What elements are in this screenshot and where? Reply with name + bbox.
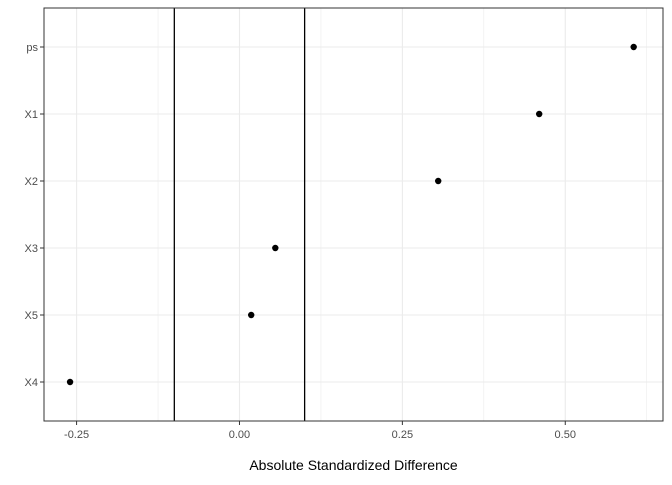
data-point-x3 bbox=[272, 244, 279, 252]
reference-lines bbox=[173, 8, 306, 421]
data-point-x2 bbox=[435, 177, 442, 185]
y-tick-label: X3 bbox=[25, 243, 38, 255]
data-point-x4 bbox=[66, 378, 74, 386]
y-tick-label: X5 bbox=[25, 310, 38, 322]
panel-border bbox=[43, 7, 664, 422]
data-point-ps bbox=[630, 43, 637, 51]
x-tick-label: 0.50 bbox=[555, 429, 576, 441]
x-axis-title: Absolute Standardized Difference bbox=[249, 457, 458, 473]
x-tick-label: 0.00 bbox=[229, 429, 250, 441]
y-tick-label: X1 bbox=[25, 109, 38, 121]
x-axis: -0.25 0.00 0.25 0.50 bbox=[64, 421, 576, 441]
points-layer bbox=[66, 43, 637, 386]
grid-layer bbox=[44, 8, 663, 421]
y-tick-label: X2 bbox=[25, 176, 38, 188]
y-tick-label: ps bbox=[26, 42, 38, 54]
x-tick-label: -0.25 bbox=[64, 429, 89, 441]
data-point-x5 bbox=[248, 311, 255, 319]
x-tick-label: 0.25 bbox=[392, 429, 413, 441]
y-tick-label: X4 bbox=[25, 377, 38, 389]
data-point-x1 bbox=[536, 110, 543, 118]
y-axis: ps X1 X2 X3 X5 X4 bbox=[25, 42, 44, 389]
